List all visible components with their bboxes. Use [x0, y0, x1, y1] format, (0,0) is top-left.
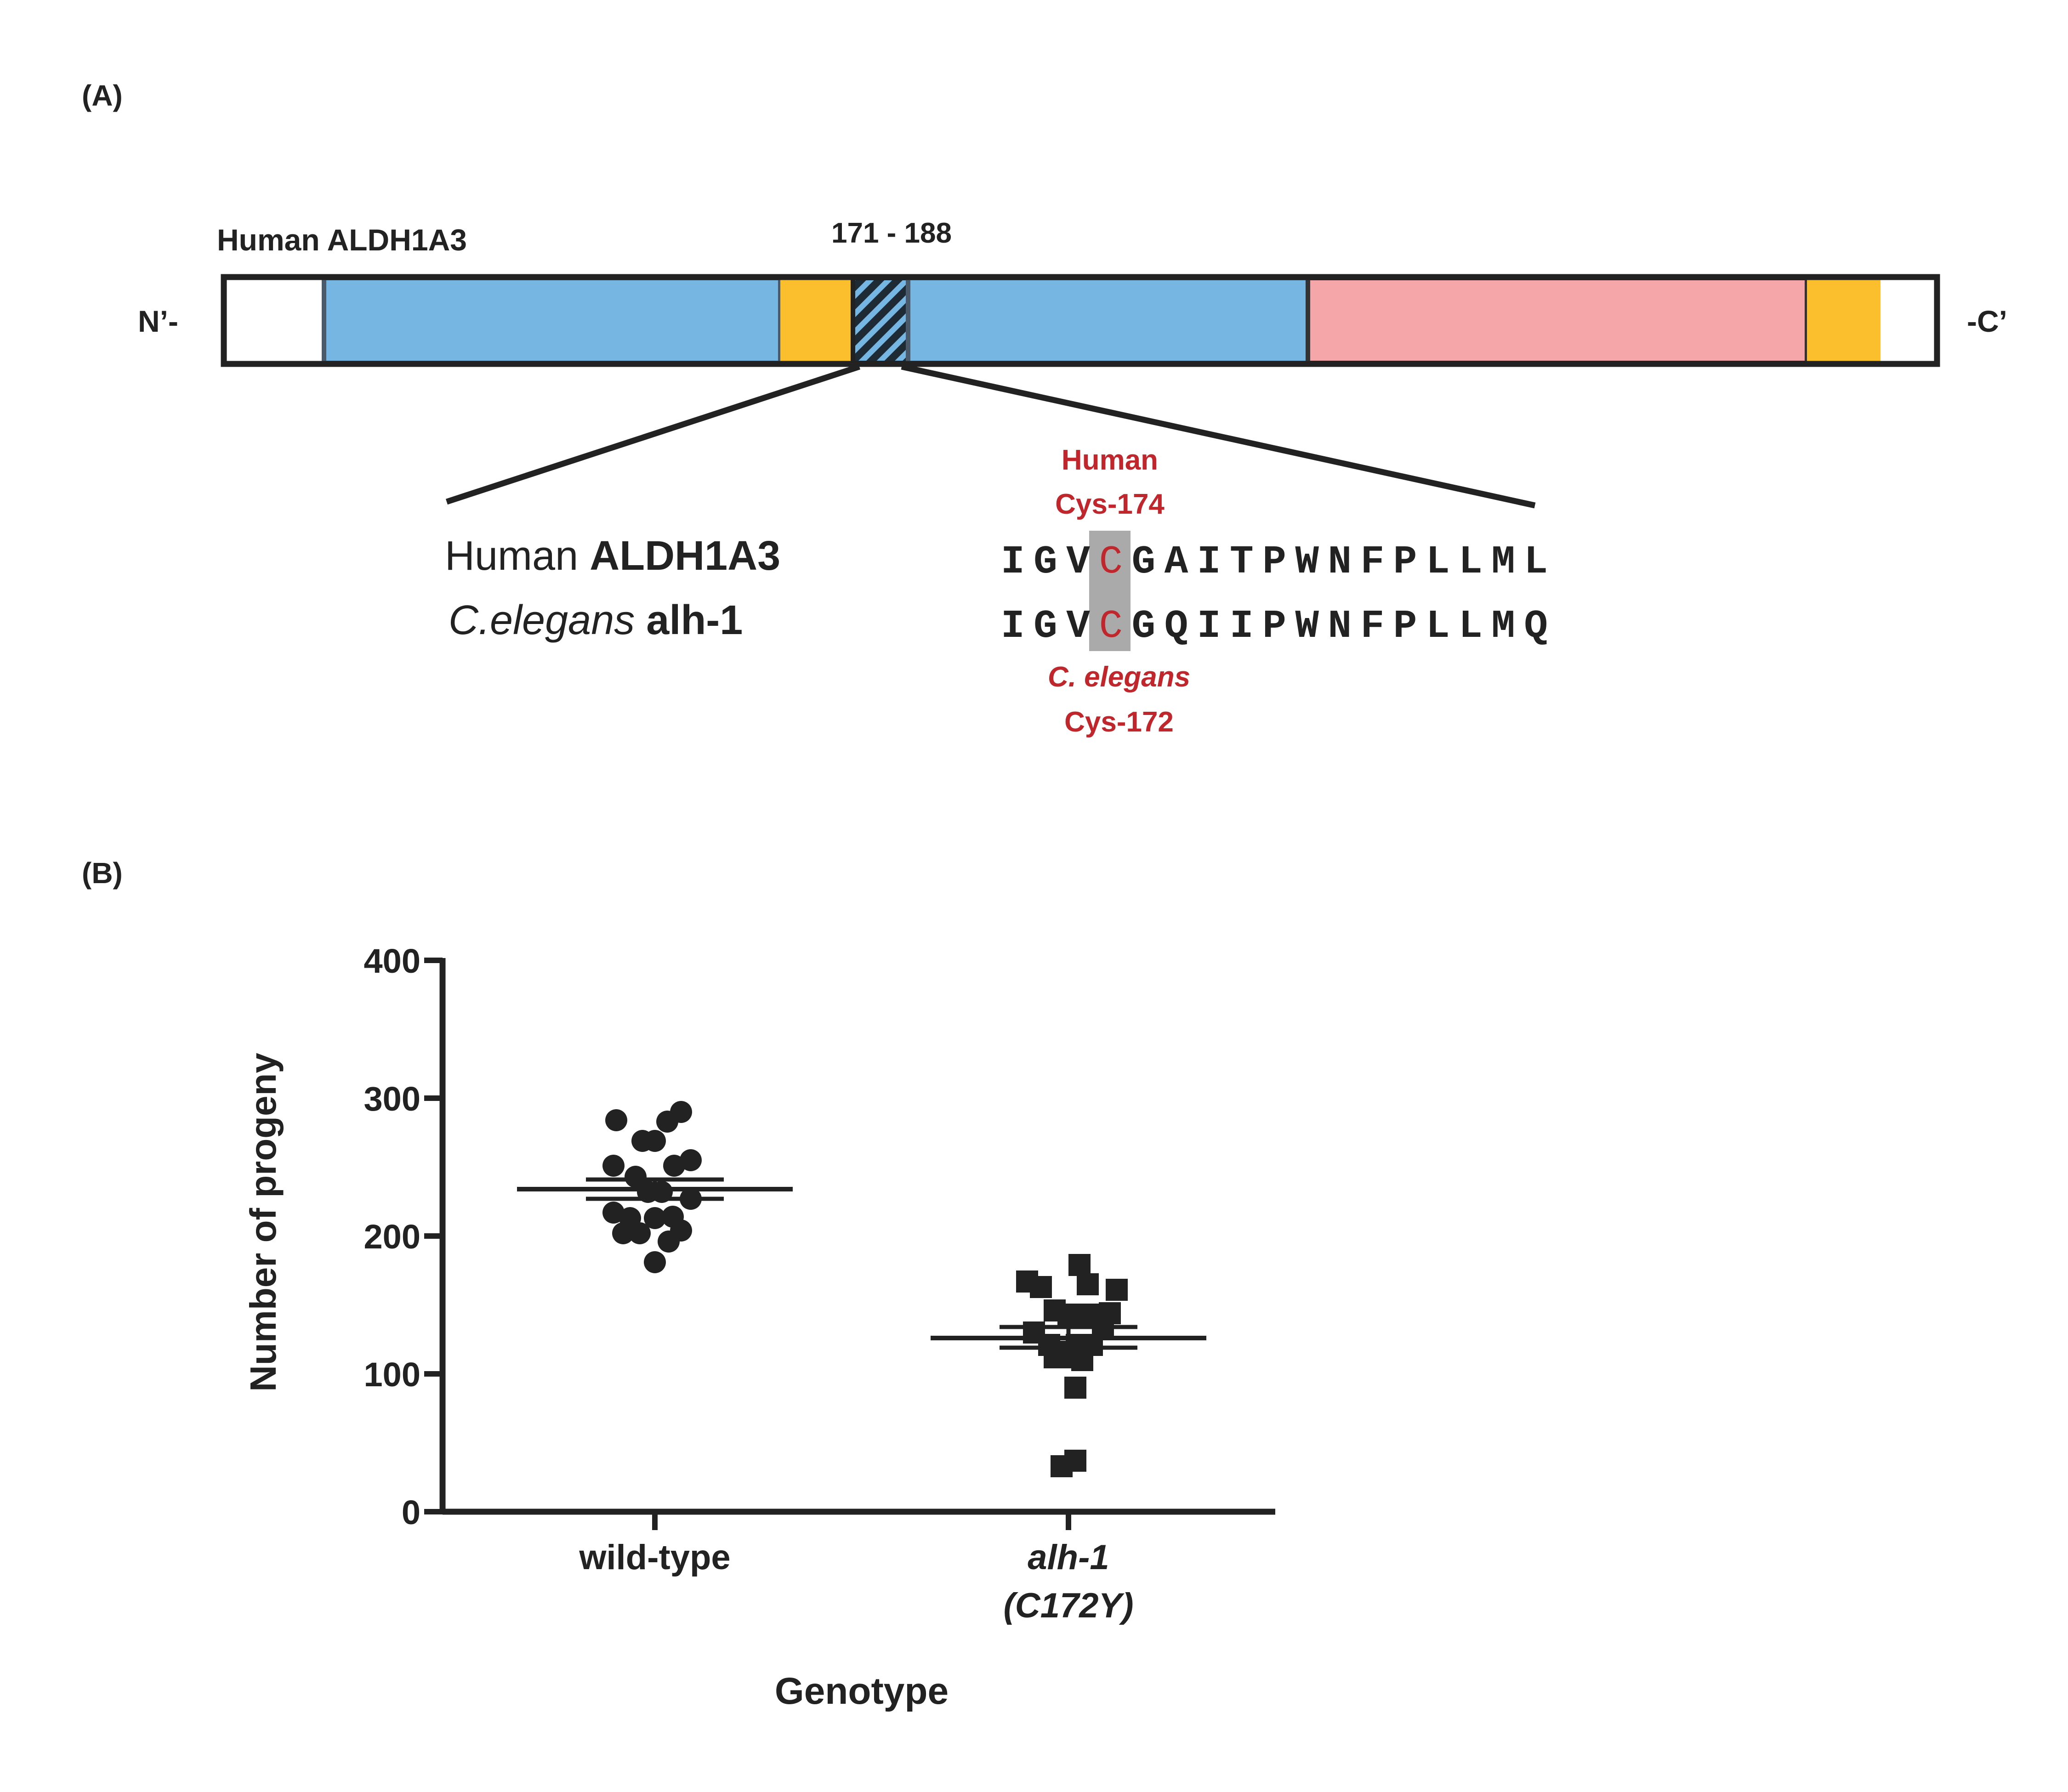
x-category-label: alh-1: [1028, 1538, 1109, 1577]
data-point-square: [1106, 1279, 1128, 1301]
alignment-human-prefix: Human: [445, 533, 590, 579]
alignment-worm-prefix: C.elegans: [449, 597, 635, 643]
worm-sequence: IGV C GQIIPWNFPLLMQ: [1001, 604, 1548, 649]
domain-hatched-171-188: [851, 276, 910, 365]
data-point-circle: [605, 1109, 627, 1131]
domain-blue-1: [322, 276, 783, 365]
n-terminus-label: N’-: [138, 304, 178, 338]
alignment-human-gene: ALDH1A3: [590, 533, 780, 579]
x-category-label-line2: (C172Y): [1004, 1586, 1134, 1625]
worm-seq-pre: IGV: [1001, 604, 1090, 649]
worm-cys-label-line2: Cys-172: [1064, 706, 1174, 738]
cysteine-highlight: [1089, 531, 1131, 651]
domain-bar: [221, 274, 1940, 367]
human-cys-label-line1: Human: [1062, 444, 1158, 476]
data-point-circle: [670, 1101, 692, 1123]
data-point-square: [1057, 1304, 1079, 1326]
domain-bar-outline: [221, 274, 1940, 367]
domain-orange-2: [1807, 278, 1881, 363]
zoom-line-right: [901, 363, 1536, 509]
domain-blue-2: [906, 276, 1310, 365]
y-tick-label: 300: [364, 1080, 420, 1118]
data-point-square: [1064, 1450, 1086, 1472]
range-label: 171 - 188: [831, 217, 952, 249]
y-tick-label: 100: [364, 1355, 420, 1394]
data-point-square: [1077, 1273, 1099, 1295]
y-tick-label: 0: [402, 1493, 420, 1531]
panel-a-label: (A): [82, 79, 123, 112]
human-seq-post: GAITPWNFPLLML: [1132, 539, 1548, 584]
data-point-square: [1030, 1276, 1052, 1298]
y-axis-label: Number of progeny: [243, 1053, 284, 1392]
data-point-circle: [644, 1207, 666, 1229]
data-point-circle: [658, 1231, 680, 1253]
data-point-circle: [625, 1166, 647, 1188]
data-point-circle: [629, 1222, 651, 1244]
x-category-label: wild-type: [579, 1538, 730, 1577]
human-cys-label-line2: Cys-174: [1055, 488, 1165, 520]
data-point-square: [1064, 1377, 1086, 1399]
progeny-scatter-chart: Number of progeny Genotype 0 100 200 300 400…: [243, 942, 1275, 1712]
data-point-circle: [602, 1155, 625, 1177]
human-seq-cys: C: [1099, 539, 1123, 584]
worm-cys-label-line1: C. elegans: [1048, 661, 1190, 693]
domain-pink: [1306, 276, 1809, 365]
domain-orange-1: [780, 278, 853, 363]
worm-seq-cys: C: [1099, 604, 1123, 649]
protein-title: Human ALDH1A3: [217, 223, 467, 257]
human-sequence: IGV C GAITPWNFPLLML: [1001, 539, 1548, 584]
panel-b-label: (B): [82, 856, 123, 890]
human-seq-pre: IGV: [1001, 539, 1090, 584]
y-tick-label: 200: [364, 1218, 420, 1256]
zoom-line-left: [445, 363, 861, 505]
data-point-circle: [680, 1149, 702, 1171]
data-point-square: [1068, 1254, 1091, 1276]
data-point-circle: [644, 1251, 666, 1273]
worm-seq-post: GQIIPWNFPLLMQ: [1132, 604, 1548, 649]
alignment-worm-gene: alh-1: [635, 597, 743, 643]
alignment-human-name: Human ALDH1A3: [445, 533, 780, 579]
y-tick-label: 400: [364, 942, 420, 980]
data-point-circle: [644, 1130, 666, 1152]
alignment-worm-name: C.elegans alh-1: [449, 597, 743, 643]
x-axis-label: Genotype: [775, 1670, 949, 1712]
data-point-circle: [612, 1222, 634, 1244]
c-terminus-label: -C’: [1967, 304, 2007, 338]
